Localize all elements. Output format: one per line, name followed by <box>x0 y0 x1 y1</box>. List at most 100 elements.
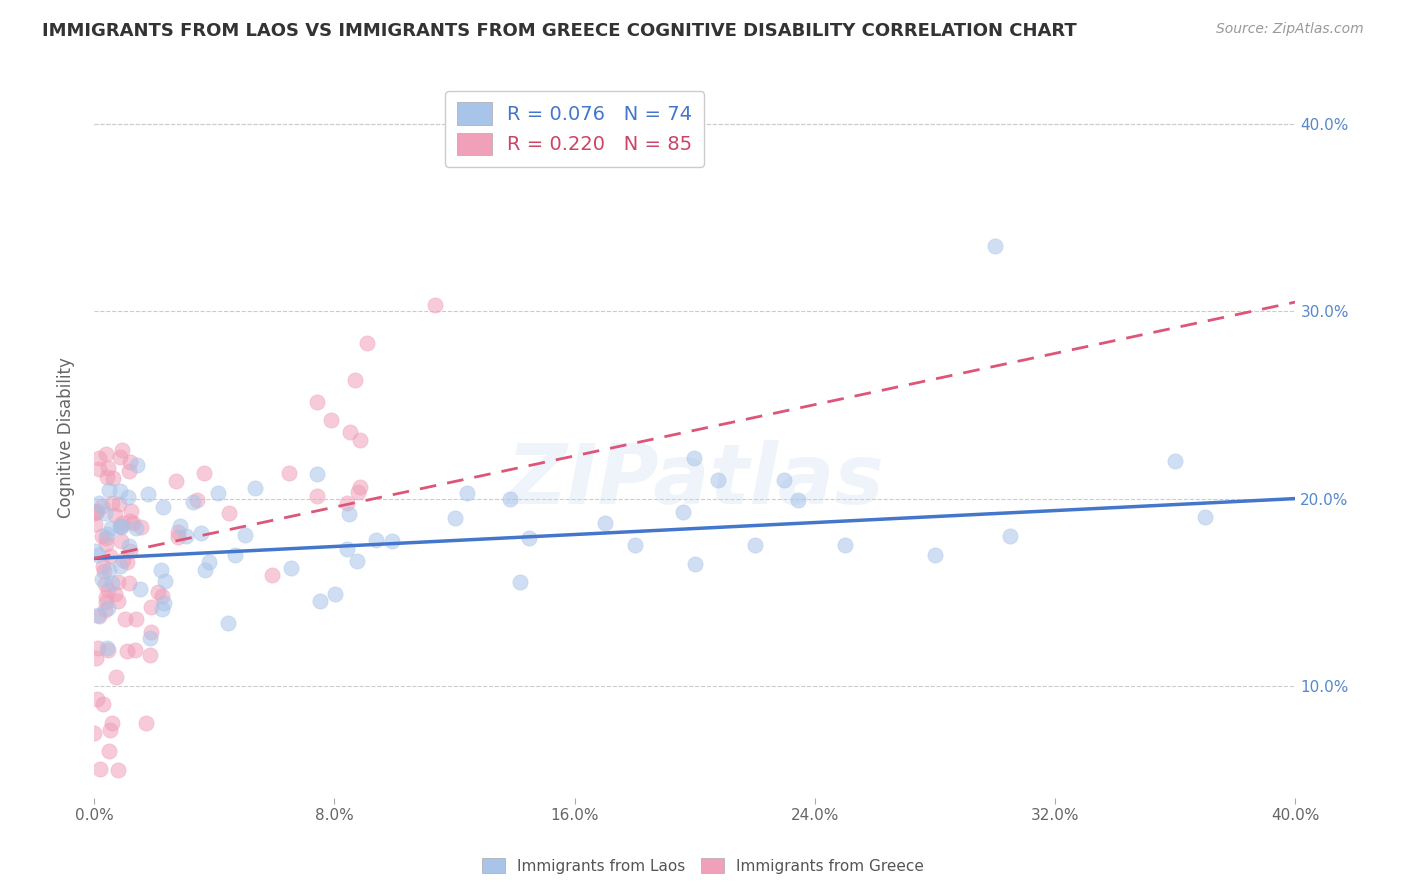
Point <box>150 564 173 578</box>
Point <box>169 519 191 533</box>
Point <box>118 464 141 478</box>
Point <box>96 470 118 484</box>
Point <box>107 574 129 589</box>
Point <box>101 716 124 731</box>
Text: IMMIGRANTS FROM LAOS VS IMMIGRANTS FROM GREECE COGNITIVE DISABILITY CORRELATION : IMMIGRANTS FROM LAOS VS IMMIGRANTS FROM … <box>42 22 1077 40</box>
Point <box>141 625 163 640</box>
Point <box>280 561 302 575</box>
Point <box>98 723 121 737</box>
Point <box>86 651 108 665</box>
Point <box>194 563 217 577</box>
Point <box>84 517 107 532</box>
Point <box>108 484 131 499</box>
Point <box>94 602 117 616</box>
Point <box>118 539 141 553</box>
Point <box>186 492 208 507</box>
Point <box>90 572 112 586</box>
Point <box>93 564 115 578</box>
Text: ZIPatlas: ZIPatlas <box>506 441 883 522</box>
Point <box>148 585 170 599</box>
Point <box>89 462 111 476</box>
Point <box>278 466 301 480</box>
Point <box>772 473 794 487</box>
Point <box>167 530 190 544</box>
Point <box>165 474 187 488</box>
Point <box>337 507 360 521</box>
Point <box>96 527 118 541</box>
Point <box>519 531 541 545</box>
Point <box>108 558 131 573</box>
Point <box>108 450 131 465</box>
Point <box>262 568 284 582</box>
Point <box>98 483 121 497</box>
Point <box>167 524 190 539</box>
Point <box>217 615 239 630</box>
Point <box>111 516 134 531</box>
Point <box>224 548 246 562</box>
Point <box>104 587 127 601</box>
Point <box>97 583 120 598</box>
Point <box>115 555 138 569</box>
Point <box>307 467 329 482</box>
Point <box>97 744 120 758</box>
Point <box>104 508 127 523</box>
Point <box>623 538 645 552</box>
Point <box>101 576 124 591</box>
Point <box>233 528 256 542</box>
Point <box>98 549 121 563</box>
Point <box>423 298 446 312</box>
Point <box>94 506 117 520</box>
Point <box>108 496 131 510</box>
Point <box>153 596 176 610</box>
Point <box>84 505 107 519</box>
Point <box>593 516 616 530</box>
Point <box>110 520 132 534</box>
Point <box>127 458 149 472</box>
Point <box>456 486 478 500</box>
Point <box>114 612 136 626</box>
Point <box>94 531 117 545</box>
Point <box>153 574 176 588</box>
Point <box>84 544 107 558</box>
Point <box>356 336 378 351</box>
Point <box>87 607 110 622</box>
Point <box>984 239 1007 253</box>
Point <box>136 487 159 501</box>
Point <box>1164 454 1187 468</box>
Point <box>305 489 328 503</box>
Point <box>744 538 766 552</box>
Point <box>672 505 695 519</box>
Point <box>124 643 146 657</box>
Point <box>94 447 117 461</box>
Point <box>309 594 332 608</box>
Legend: Immigrants from Laos, Immigrants from Greece: Immigrants from Laos, Immigrants from Gr… <box>477 852 929 880</box>
Legend: R = 0.076   N = 74, R = 0.220   N = 85: R = 0.076 N = 74, R = 0.220 N = 85 <box>446 91 704 167</box>
Point <box>86 692 108 706</box>
Point <box>96 537 118 551</box>
Point <box>176 529 198 543</box>
Point <box>135 716 157 731</box>
Point <box>84 506 107 520</box>
Y-axis label: Cognitive Disability: Cognitive Disability <box>58 358 75 518</box>
Point <box>91 529 114 543</box>
Point <box>100 521 122 535</box>
Point <box>94 594 117 608</box>
Point <box>87 609 110 624</box>
Point <box>305 394 328 409</box>
Point <box>193 466 215 480</box>
Point <box>91 500 114 514</box>
Point <box>787 493 810 508</box>
Point <box>122 516 145 530</box>
Point <box>349 480 371 494</box>
Point <box>120 504 142 518</box>
Point <box>108 518 131 533</box>
Point <box>129 520 152 534</box>
Point <box>110 534 132 549</box>
Point <box>89 762 111 776</box>
Point <box>86 503 108 517</box>
Point <box>120 544 142 558</box>
Point <box>97 601 120 615</box>
Point <box>682 450 704 465</box>
Point <box>86 548 108 562</box>
Point <box>207 485 229 500</box>
